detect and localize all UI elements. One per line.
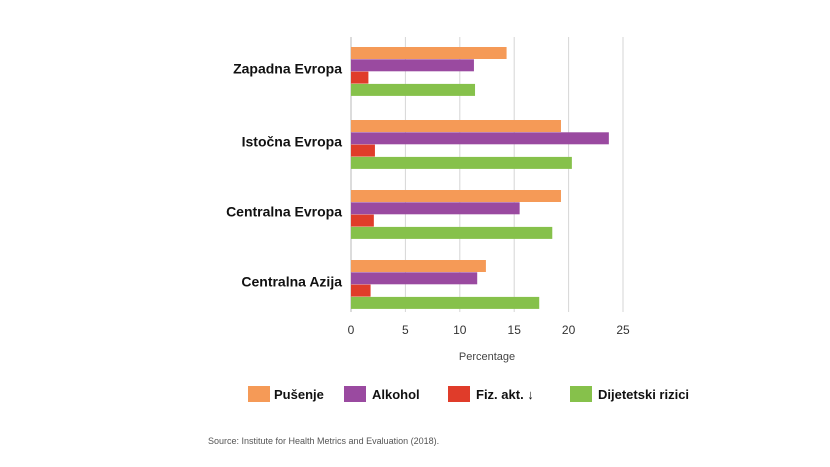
category-label: Istočna Evropa (242, 134, 343, 150)
category-labels: Zapadna Evropa Istočna Evropa Centralna Ev… (226, 61, 342, 290)
legend-swatch (448, 386, 470, 402)
bar (351, 83, 476, 96)
bar (351, 144, 375, 157)
legend-swatch (570, 386, 592, 402)
bar (351, 226, 553, 239)
legend-label: Alkohol (372, 387, 420, 402)
bar (351, 120, 561, 132)
legend-swatch (344, 386, 366, 402)
legend-label: Dijetetski rizici (598, 387, 690, 402)
bar (351, 156, 572, 169)
x-tick-labels: 0 5 10 15 20 25 (348, 323, 630, 337)
legend-label: Pušenje (274, 387, 324, 402)
bar (351, 47, 507, 59)
bar (351, 260, 486, 272)
category-label: Centralna Evropa (226, 204, 342, 220)
bar (351, 190, 561, 202)
x-tick-label: 25 (616, 323, 630, 337)
x-axis-title: Percentage (459, 351, 515, 363)
bar (351, 59, 474, 72)
x-tick-label: 20 (562, 323, 576, 337)
bar (351, 132, 609, 145)
category-label: Zapadna Evropa (233, 61, 342, 77)
category-label: Centralna Azija (241, 274, 342, 290)
x-tick-label: 15 (508, 323, 522, 337)
legend-label: Fiz. akt. ↓ (476, 387, 534, 402)
x-tick-label: 0 (348, 323, 355, 337)
x-tick-label: 5 (402, 323, 409, 337)
bars (351, 47, 609, 309)
bar (351, 71, 369, 84)
bar (351, 296, 540, 309)
legend-swatch (248, 386, 270, 402)
bar (351, 272, 478, 285)
bar (351, 214, 374, 227)
x-tick-label: 10 (453, 323, 467, 337)
bar (351, 202, 520, 215)
bar (351, 284, 371, 297)
source-note: Source: Institute for Health Metrics and… (208, 436, 440, 446)
